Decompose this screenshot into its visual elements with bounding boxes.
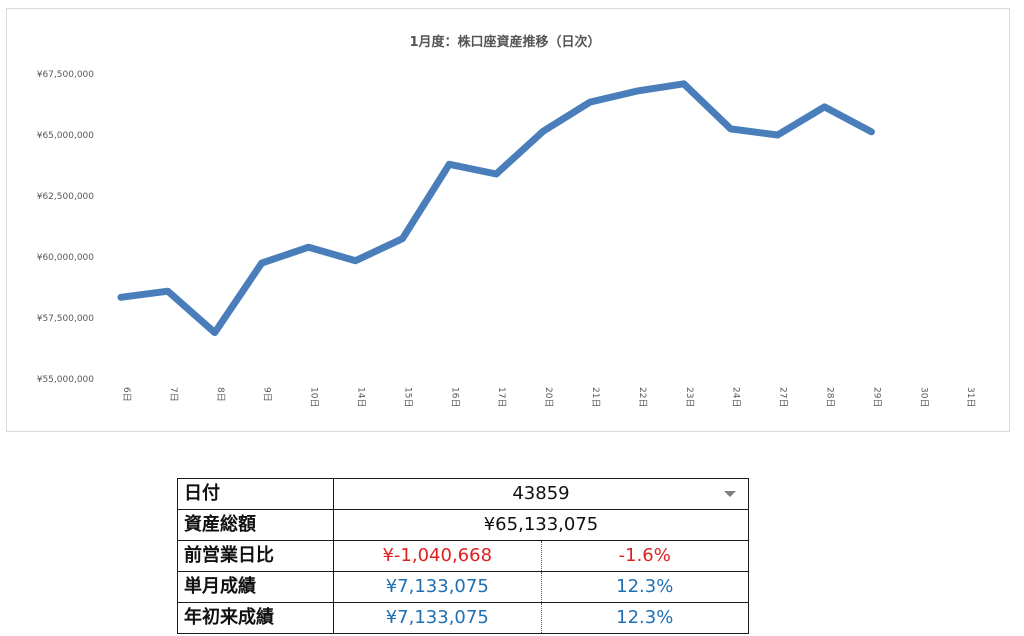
total-assets-label: 資産総額 <box>177 509 334 541</box>
x-tick-label: 27日 <box>778 387 789 407</box>
x-tick-label: 6日 <box>121 387 132 402</box>
x-tick-label: 22日 <box>637 387 648 407</box>
ytd-result-label: 年初来成績 <box>177 602 334 634</box>
x-axis-ticks: 6日 7日 8日 9日 10日 14日 15日 16日 17日 20日 21日 22日 23日 24日 27… <box>121 387 976 407</box>
x-tick-label: 21日 <box>590 387 601 407</box>
series-line <box>117 80 875 337</box>
x-tick-label: 23日 <box>684 387 695 407</box>
date-select[interactable]: 43859 <box>333 478 749 510</box>
chart-panel: 1月度：株口座資産推移（日次） ¥55,000,000 ¥57,500,000 ¥6… <box>6 8 1010 432</box>
x-tick-label: 7日 <box>168 387 179 402</box>
y-tick-label: ¥55,000,000 <box>37 375 95 385</box>
total-assets-value: ¥65,133,075 <box>333 509 749 541</box>
x-tick-label: 14日 <box>356 387 367 407</box>
x-tick-label: 8日 <box>215 387 226 402</box>
ytd-result-percent: 12.3% <box>540 602 749 634</box>
x-tick-label: 15日 <box>402 387 413 407</box>
series-group <box>117 80 875 337</box>
x-tick-label: 29日 <box>871 387 882 407</box>
y-axis-ticks: ¥55,000,000 ¥57,500,000 ¥60,000,000 ¥62,500… <box>37 70 95 385</box>
x-tick-label: 31日 <box>965 387 976 407</box>
month-result-percent: 12.3% <box>540 571 749 603</box>
table-row-month: 単月成績 ¥7,133,075 12.3% <box>177 571 749 603</box>
y-tick-label: ¥65,000,000 <box>37 131 95 141</box>
x-tick-label: 10日 <box>309 387 320 407</box>
summary-table: 日付 43859 資産総額 ¥65,133,075 前営業日比 ¥-1,040,… <box>177 478 749 634</box>
y-tick-label: ¥60,000,000 <box>37 253 95 263</box>
table-row-ytd: 年初来成績 ¥7,133,075 12.3% <box>177 602 749 634</box>
prev-day-label: 前営業日比 <box>177 540 334 572</box>
chart-title: 1月度：株口座資産推移（日次） <box>409 34 600 50</box>
prev-day-amount: ¥-1,040,668 <box>333 540 542 572</box>
x-tick-label: 20日 <box>543 387 554 407</box>
table-row-prev-day: 前営業日比 ¥-1,040,668 -1.6% <box>177 540 749 572</box>
dropdown-arrow-icon[interactable] <box>724 491 736 497</box>
table-row-date: 日付 43859 <box>177 478 749 510</box>
month-result-label: 単月成績 <box>177 571 334 603</box>
x-tick-label: 17日 <box>496 387 507 407</box>
table-row-total: 資産総額 ¥65,133,075 <box>177 509 749 541</box>
y-tick-label: ¥57,500,000 <box>37 314 95 324</box>
x-tick-label: 16日 <box>449 387 460 407</box>
prev-day-percent: -1.6% <box>540 540 749 572</box>
line-chart: 1月度：株口座資産推移（日次） ¥55,000,000 ¥57,500,000 ¥6… <box>37 34 976 407</box>
date-value: 43859 <box>512 483 570 504</box>
x-tick-label: 28日 <box>825 387 836 407</box>
y-tick-label: ¥67,500,000 <box>37 70 95 80</box>
x-tick-label: 24日 <box>731 387 742 407</box>
x-tick-label: 30日 <box>918 387 929 407</box>
date-label: 日付 <box>177 478 334 510</box>
ytd-result-amount: ¥7,133,075 <box>333 602 542 634</box>
month-result-amount: ¥7,133,075 <box>333 571 542 603</box>
x-tick-label: 9日 <box>262 387 273 402</box>
y-tick-label: ¥62,500,000 <box>37 192 95 202</box>
